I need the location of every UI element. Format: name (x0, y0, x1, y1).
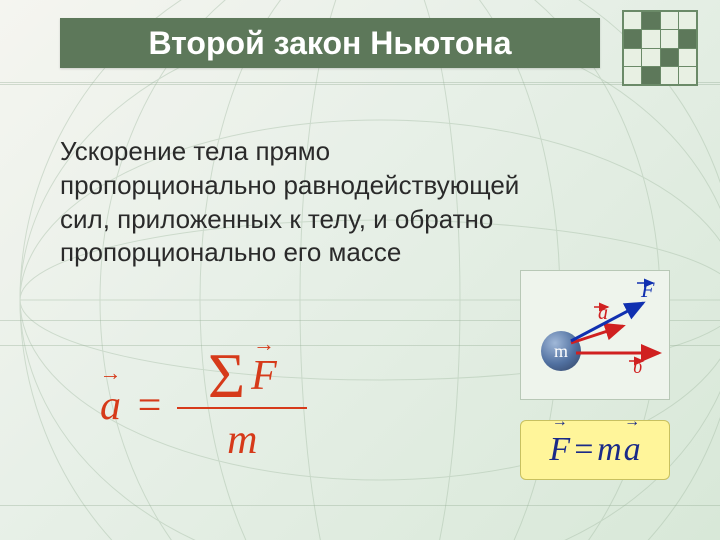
template-line (0, 82, 720, 85)
vector-diagram: m υ a F (520, 270, 670, 400)
formula-F: F (251, 355, 277, 397)
hl-a: a (624, 431, 641, 469)
hl-F: F (549, 431, 570, 469)
F-label: F (640, 277, 655, 302)
corner-decoration-icon (622, 10, 698, 86)
hl-eq: = (572, 431, 595, 469)
definition-paragraph: Ускорение тела прямо пропорционально рав… (60, 135, 540, 270)
sigma-icon: Σ (208, 350, 245, 401)
hl-m: m (597, 431, 622, 469)
formula-eq: = (135, 382, 163, 430)
formula-a: a (100, 382, 121, 430)
vectors-svg: υ a F (521, 271, 671, 401)
highlight-formula-box: F = m a (520, 420, 670, 480)
title-bar: Второй закон Ньютона (60, 18, 600, 68)
formula-fraction: Σ F m (177, 350, 307, 461)
formula-main: a = Σ F m (100, 350, 307, 461)
v-label: υ (633, 356, 642, 378)
formula-m: m (227, 409, 257, 461)
slide-title: Второй закон Ньютона (148, 25, 511, 62)
template-line (0, 505, 720, 506)
